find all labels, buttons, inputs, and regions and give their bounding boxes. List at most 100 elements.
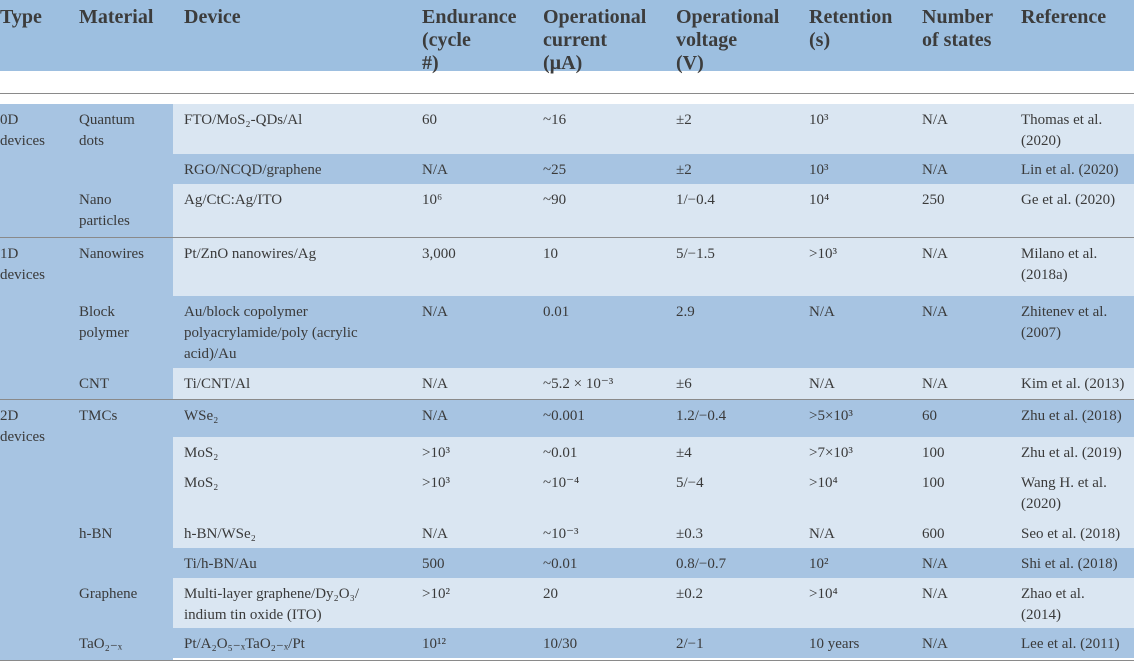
row-divider [0,237,1134,238]
table-row [0,368,1134,399]
reference-cell: Zhu et al. (2019) [1021,445,1122,461]
current-cell: ~10⁻⁴ [543,475,580,491]
device-cell: h-BN/WSe₂ [184,526,256,542]
voltage-cell: ±2 [676,162,692,178]
material-cell: h-BN [79,526,113,542]
retention-cell: 10³ [809,112,829,128]
table-row [0,518,1134,548]
reference-cell: Lin et al. (2020) [1021,162,1119,178]
endurance-cell: 3,000 [422,246,456,262]
states-cell: N/A [922,556,948,572]
endurance-cell: 60 [422,112,437,128]
current-cell: 0.01 [543,304,570,320]
endurance-cell: N/A [422,408,448,424]
current-cell: 10 [543,246,558,262]
material-cell: CNT [79,376,109,392]
retention-cell: >10³ [809,246,837,262]
endurance-cell: N/A [422,526,448,542]
voltage-cell: 2.9 [676,304,695,320]
states-cell: 100 [922,445,945,461]
current-cell: ~16 [543,112,567,128]
table-row [0,154,1134,184]
current-cell: ~0.01 [543,445,578,461]
endurance-cell: 10⁶ [422,192,443,208]
retention-cell: 10 years [809,636,860,652]
device-cell: MoS₂ [184,445,219,461]
table-header [0,0,1134,71]
material-cell: TMCs [79,408,118,424]
table-row [0,296,1134,368]
voltage-cell: 2/−1 [676,636,704,652]
header-cell: Device [184,6,241,28]
endurance-cell: >10² [422,586,450,602]
endurance-cell: N/A [422,304,448,320]
material-cell: Nanowires [79,246,144,262]
voltage-cell: ±4 [676,445,692,461]
type-cell: 2D devices [0,408,45,445]
reference-cell: Kim et al. (2013) [1021,376,1125,392]
reference-cell: Lee et al. (2011) [1021,636,1120,652]
current-cell: ~25 [543,162,567,178]
reference-cell: Thomas et al. (2020) [1021,112,1103,149]
states-cell: N/A [922,376,948,392]
device-cell: Ti/h-BN/Au [184,556,257,572]
reference-cell: Zhitenev et al. (2007) [1021,304,1108,341]
header-cell: Retention (s) [809,6,893,51]
reference-cell: Seo et al. (2018) [1021,526,1121,542]
retention-cell: N/A [809,526,835,542]
reference-cell: Shi et al. (2018) [1021,556,1118,572]
endurance-cell: >10³ [422,475,450,491]
header-cell: Reference [1021,6,1107,28]
current-cell: ~0.01 [543,556,578,572]
reference-cell: Wang H. et al. (2020) [1021,475,1107,512]
table-row [0,578,1134,628]
retention-cell: >10⁴ [809,586,838,602]
type-cell: 0D devices [0,112,45,149]
header-cell: Operational voltage (V) [676,6,780,74]
voltage-cell: 0.8/−0.7 [676,556,727,572]
material-cell: Graphene [79,586,138,602]
reference-cell: Zhu et al. (2018) [1021,408,1122,424]
device-cell: FTO/MoS₂-QDs/Al [184,112,303,128]
states-cell: N/A [922,586,948,602]
endurance-cell: N/A [422,376,448,392]
endurance-cell: >10³ [422,445,450,461]
material-cell: Nano particles [79,192,130,229]
states-cell: 600 [922,526,945,542]
states-cell: N/A [922,304,948,320]
current-cell: ~0.001 [543,408,585,424]
retention-cell: >7×10³ [809,445,853,461]
current-cell: ~90 [543,192,567,208]
device-cell: Au/block copolymer polyacrylamide/poly (… [184,304,358,362]
retention-cell: N/A [809,304,835,320]
material-cell: Quantum dots [79,112,135,149]
device-cell: Ag/CtC:Ag/ITO [184,192,283,208]
voltage-cell: 1.2/−0.4 [676,408,727,424]
current-cell: ~5.2 × 10⁻³ [543,376,614,392]
reference-cell: Zhao et al. (2014) [1021,586,1085,623]
row-divider [0,399,1134,400]
table-row [0,238,1134,296]
states-cell: 250 [922,192,945,208]
voltage-cell: 5/−1.5 [676,246,715,262]
retention-cell: N/A [809,376,835,392]
reference-cell: Ge et al. (2020) [1021,192,1116,208]
current-cell: ~10⁻³ [543,526,579,542]
states-cell: N/A [922,162,948,178]
retention-cell: 10³ [809,162,829,178]
retention-cell: 10⁴ [809,192,830,208]
retention-cell: >10⁴ [809,475,838,491]
device-cell: WSe₂ [184,408,219,424]
states-cell: N/A [922,112,948,128]
header-divider [0,93,1134,94]
states-cell: N/A [922,246,948,262]
device-cell: Ti/CNT/Al [184,376,251,392]
table-row [0,628,1134,658]
device-cell: Pt/A₂O₅₋ₓTaO₂₋ₓ/Pt [184,636,305,652]
retention-cell: >5×10³ [809,408,853,424]
device-cell: MoS₂ [184,475,219,491]
voltage-cell: ±2 [676,112,692,128]
table-row [0,437,1134,467]
states-cell: 60 [922,408,937,424]
